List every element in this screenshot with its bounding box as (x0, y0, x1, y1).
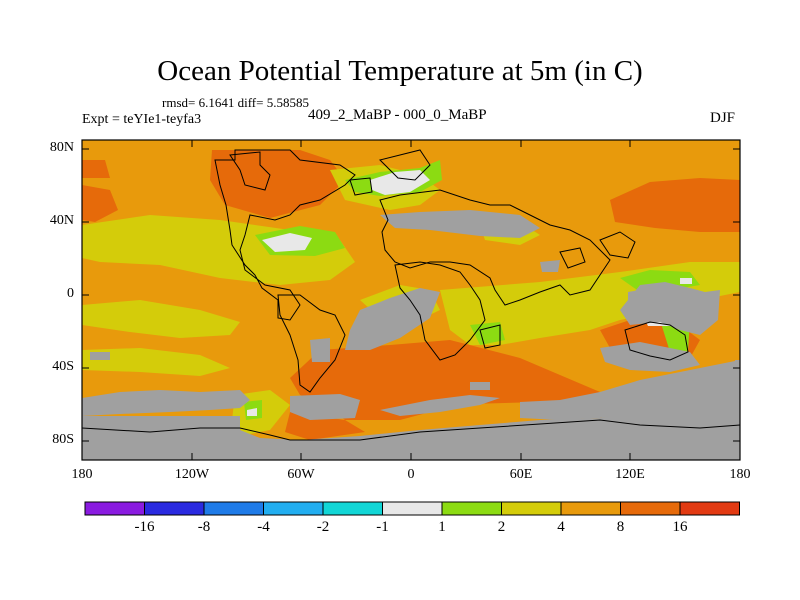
colorbar-box-6 (382, 501, 443, 516)
subtitle-label: 409_2_MaBP - 000_0_MaBP (308, 107, 487, 123)
colorbar-box-1 (84, 501, 145, 516)
lat-label-40n: 40N (49, 213, 74, 228)
lat-label-80s: 80S (52, 432, 74, 447)
colorbar-label: 8 (616, 519, 625, 535)
colorbar-label: -16 (134, 519, 155, 535)
colorbar-label: 4 (557, 519, 565, 535)
lon-label-120w: 120W (174, 467, 210, 482)
colorbar-box-9 (560, 501, 621, 516)
colorbar-box-7 (441, 501, 502, 516)
colorbar-label: 2 (497, 519, 506, 535)
lat-label-40s: 40S (52, 359, 74, 374)
colorbar-label: -4 (257, 519, 270, 535)
colorbar-box-2 (144, 501, 205, 516)
lon-label-60w: 60W (287, 467, 315, 482)
lon-label-60e: 60E (509, 467, 533, 482)
colorbar-label: 1 (438, 519, 446, 535)
season-label: DJF (710, 110, 736, 126)
axis-ticks (81, 140, 741, 460)
lon-label-180w: 180 (71, 467, 93, 482)
lat-label-0: 0 (67, 286, 74, 301)
lat-label-80n: 80N (49, 140, 74, 155)
colorbar-box-10 (620, 501, 681, 516)
colorbar-box-11 (679, 501, 740, 516)
land-mask (82, 210, 740, 460)
colorbar-box-4 (263, 501, 324, 516)
colorbar-box-3 (203, 501, 264, 516)
colorbar-label: -1 (376, 519, 389, 535)
colorbar (84, 501, 740, 516)
lon-label-180e: 180 (729, 467, 751, 482)
colorbar-label: 16 (672, 519, 688, 535)
lon-label-0: 0 (407, 467, 415, 482)
lon-label-120e: 120E (615, 467, 645, 482)
colorbar-box-8 (501, 501, 562, 516)
colorbar-label: -8 (197, 519, 211, 535)
stats-label: rmsd= 6.1641 diff= 5.58585 (162, 95, 309, 110)
experiment-label: Expt = teYIe1-teyfa3 (82, 112, 202, 127)
coastlines (81, 149, 741, 441)
colorbar-box-5 (322, 501, 383, 516)
colorbar-label: -2 (316, 519, 330, 535)
plot-title: Ocean Potential Temperature at 5m (in C) (157, 55, 643, 87)
